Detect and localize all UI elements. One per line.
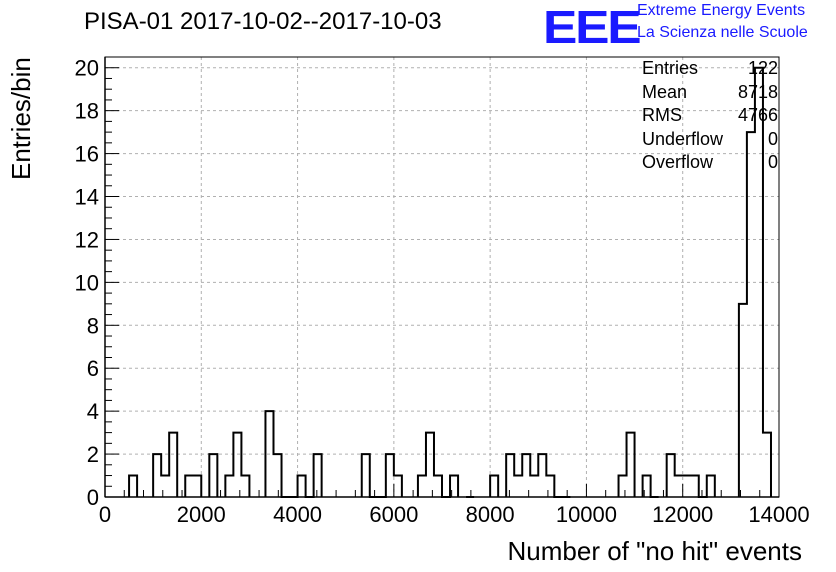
- axis-ticks: 0 2000 4000 6000 8000 10000 12000 1400002468101…: [75, 56, 810, 527]
- histogram-bin: [506, 454, 514, 497]
- histogram-bin: [274, 454, 282, 497]
- stat-value: 0: [767, 152, 778, 172]
- histogram-bin: [707, 476, 715, 497]
- histogram-bin: [362, 454, 370, 497]
- histogram-bin: [514, 476, 522, 497]
- y-tick-label: 2: [87, 442, 99, 467]
- y-tick-label: 18: [75, 99, 99, 124]
- histogram-bin: [739, 304, 747, 497]
- stats-box: Entries 122 Mean 8718 RMS 4766 Underflow…: [640, 58, 780, 176]
- chart-title: PISA-01 2017-10-02--2017-10-03: [84, 8, 442, 35]
- y-tick-label: 20: [75, 56, 99, 81]
- y-tick-label: 10: [75, 270, 99, 295]
- histogram-bin: [265, 411, 273, 497]
- stat-label: Underflow: [642, 128, 724, 149]
- histogram-bin: [530, 476, 538, 497]
- histogram-bin: [394, 476, 402, 497]
- grid-layer: [105, 57, 779, 497]
- histogram-bin: [298, 476, 306, 497]
- histogram-bin: [426, 433, 434, 497]
- histogram-bin: [747, 132, 755, 497]
- y-tick-label: 8: [87, 313, 99, 338]
- stat-value: 8718: [737, 81, 778, 102]
- histogram-bin: [627, 433, 635, 497]
- histogram-bin: [667, 454, 675, 497]
- histogram-bin: [490, 476, 498, 497]
- histogram-bin: [193, 476, 201, 497]
- x-tick-label: 2000: [177, 502, 226, 527]
- y-tick-label: 12: [75, 227, 99, 252]
- x-tick-label: 10000: [556, 502, 617, 527]
- stat-row-entries: Entries 122: [640, 58, 780, 82]
- eee-logo: EEE: [543, 1, 642, 53]
- histogram-bin: [169, 433, 177, 497]
- x-tick-label: 8000: [466, 502, 515, 527]
- plot-frame: [104, 56, 780, 498]
- x-axis-title: Number of "no hit" events: [507, 536, 803, 566]
- histogram-bin: [538, 454, 546, 497]
- logo-subtitle-line1: Extreme Energy Events: [637, 2, 806, 19]
- histogram-bin: [314, 454, 322, 497]
- x-tick-label: 4000: [273, 502, 322, 527]
- histogram-bin: [233, 433, 241, 497]
- histogram-bin: [129, 476, 137, 497]
- histogram-bin: [691, 476, 699, 497]
- x-tick-label: 0: [99, 502, 111, 527]
- stat-value: 0: [767, 128, 778, 149]
- y-tick-label: 14: [75, 185, 99, 210]
- stat-label: Overflow: [642, 152, 714, 172]
- y-tick-label: 0: [87, 485, 99, 510]
- y-axis-title: Entries/bin: [6, 57, 36, 180]
- histogram-bin: [209, 454, 217, 497]
- histogram-bin: [418, 476, 426, 497]
- histogram-bin: [185, 476, 193, 497]
- histogram-bin: [153, 454, 161, 497]
- x-tick-label: 12000: [652, 502, 713, 527]
- x-tick-label: 14000: [748, 502, 809, 527]
- stat-label: RMS: [642, 105, 682, 125]
- histogram-bin: [683, 476, 691, 497]
- stat-row-rms: RMS 4766: [640, 105, 780, 129]
- stat-value: 122: [747, 58, 778, 78]
- x-tick-label: 6000: [369, 502, 418, 527]
- histogram-bin: [675, 476, 683, 497]
- stat-row-overflow: Overflow 0: [640, 152, 780, 176]
- histogram-bin: [434, 476, 442, 497]
- y-tick-label: 16: [75, 142, 99, 167]
- stat-value: 4766: [737, 105, 778, 125]
- stat-row-underflow: Underflow 0: [640, 129, 780, 153]
- stat-row-mean: Mean 8718: [640, 82, 780, 106]
- stat-label: Entries: [642, 58, 699, 78]
- logo-subtitle-line2: La Scienza nelle Scuole: [637, 24, 808, 41]
- histogram-bin: [241, 476, 249, 497]
- stat-label: Mean: [642, 81, 688, 102]
- histogram-bin: [225, 476, 233, 497]
- histogram-bin: [763, 433, 771, 497]
- y-tick-label: 6: [87, 356, 99, 381]
- histogram-bin: [386, 454, 394, 497]
- y-tick-label: 4: [87, 399, 99, 424]
